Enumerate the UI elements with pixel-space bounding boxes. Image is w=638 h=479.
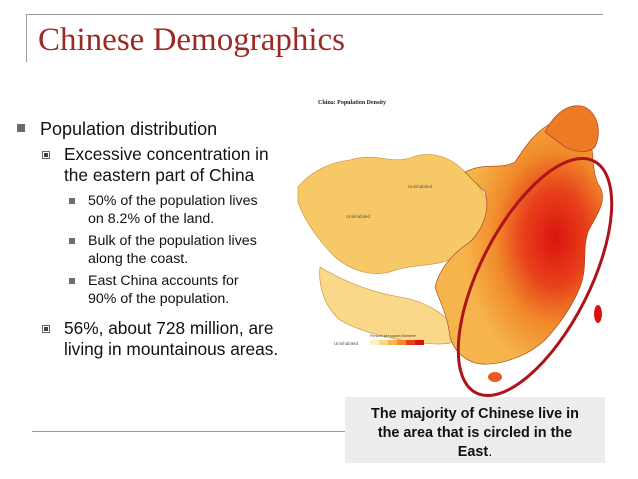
legend-swatch — [406, 340, 415, 345]
map-northeast-region — [544, 105, 599, 152]
bullet-text-line: 50% of the population lives — [88, 193, 258, 209]
map-legend — [370, 340, 424, 345]
map-label-uninhabited: Uninhabited — [334, 341, 359, 346]
frame-top-rule — [26, 14, 603, 15]
legend-swatch — [370, 340, 379, 345]
bullet-text-line: on 8.2% of the land. — [88, 211, 215, 227]
bullet-text-line: along the coast. — [88, 251, 189, 267]
bullet-fact-50-percent: 50% of the population lives on 8.2% of t… — [88, 192, 288, 228]
bullet-text-line: 56%, about 728 million, are — [64, 318, 274, 338]
slide-title: Chinese Demographics — [38, 22, 346, 58]
bullet-text-line: Excessive concentration in — [64, 144, 269, 164]
map-legend-caption: Persons per square kilometre — [370, 334, 416, 338]
bullet-text-line: East China accounts for — [88, 273, 239, 289]
map-caption-box: The majority of Chinese live in the area… — [345, 397, 605, 463]
east-highlight-circle — [456, 157, 614, 397]
caption-line: the area that is circled in the — [377, 425, 573, 441]
map-hainan-island — [488, 372, 502, 382]
hollow-square-bullet-icon — [42, 151, 50, 159]
bullet-excessive-concentration: Excessive concentration in the eastern p… — [64, 144, 284, 186]
bullet-fact-coast: Bulk of the population lives along the c… — [88, 232, 288, 268]
square-bullet-icon — [69, 238, 75, 244]
map-taiwan-island — [594, 305, 602, 323]
legend-swatch — [415, 340, 424, 345]
bullet-mountainous-areas: 56%, about 728 million, are living in mo… — [64, 318, 304, 360]
square-bullet-icon — [69, 278, 75, 284]
legend-swatch — [379, 340, 388, 345]
caption-period: . — [488, 444, 493, 460]
caption-line: East — [457, 444, 489, 460]
bullet-population-distribution: Population distribution — [40, 119, 218, 139]
caption-line: The majority of Chinese live in — [371, 406, 579, 422]
map-label-uninhabited: Uninhabited — [408, 184, 433, 189]
bullet-text-line: Bulk of the population lives — [88, 233, 257, 249]
frame-bottom-rule — [32, 431, 604, 432]
bullet-text-line: 90% of the population. — [88, 291, 230, 307]
square-bullet-icon — [17, 124, 25, 132]
map-title: China: Population Density — [318, 100, 386, 106]
bullet-text-line: the eastern part of China — [64, 165, 255, 185]
map-tibet-region — [319, 266, 461, 345]
frame-left-rule — [26, 14, 27, 62]
legend-swatch — [388, 340, 397, 345]
square-bullet-icon — [69, 198, 75, 204]
bullet-fact-east-china: East China accounts for 90% of the popul… — [88, 272, 288, 308]
hollow-square-bullet-icon — [42, 325, 50, 333]
legend-swatch — [397, 340, 406, 345]
bullet-text-line: living in mountainous areas. — [64, 339, 279, 359]
china-population-density-map: China: Population Density Uninhabited Un… — [297, 100, 614, 397]
map-label-uninhabited: Uninhabited — [346, 214, 371, 219]
